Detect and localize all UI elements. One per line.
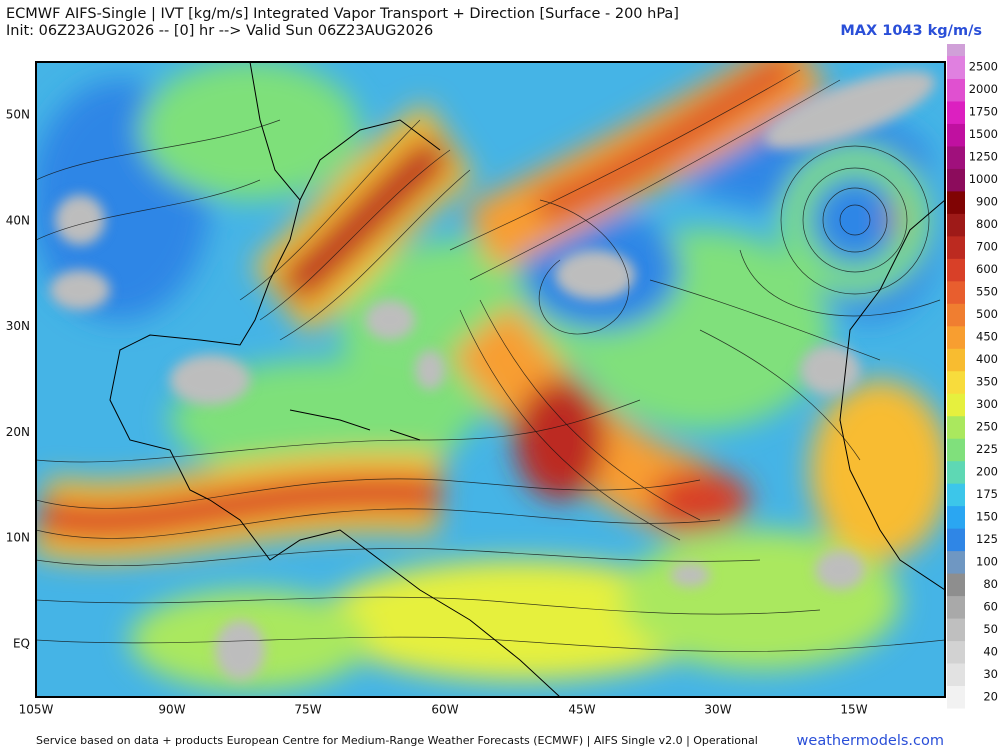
colorbar-label: 1500	[969, 127, 998, 141]
colorbar-label: 50	[983, 622, 998, 636]
colorbar-band	[947, 78, 965, 102]
longitude-label: 30W	[704, 703, 731, 717]
latitude-label: 10N	[6, 531, 30, 545]
colorbar-band	[947, 415, 965, 439]
colorbar-band	[947, 123, 965, 147]
longitude-label: 45W	[568, 703, 595, 717]
max-label: MAX 1043 kg/m/s	[840, 23, 982, 39]
colorbar-label: 600	[976, 262, 998, 276]
colorbar-label: 1750	[969, 105, 998, 119]
colorbar-label: 30	[983, 667, 998, 681]
colorbar-band	[947, 618, 965, 642]
streamlines	[36, 69, 945, 652]
colorbar-label: 150	[976, 509, 998, 523]
longitude-label: 60W	[431, 703, 458, 717]
colorbar-band	[947, 325, 965, 349]
colorbar-label: 40	[983, 644, 998, 658]
colorbar-band	[947, 483, 965, 507]
longitude-label: 75W	[294, 703, 321, 717]
colorbar-band	[947, 370, 965, 394]
colorbar-label: 80	[983, 577, 998, 591]
colorbar-band	[947, 685, 965, 709]
colorbar-label: 1000	[969, 172, 998, 186]
colorbar-label: 800	[976, 217, 998, 231]
colorbar-label: 225	[976, 442, 998, 456]
colorbar-band	[947, 190, 965, 214]
colorbar-label: 500	[976, 307, 998, 321]
colorbar-band	[947, 100, 965, 124]
colorbar-label: 700	[976, 240, 998, 254]
colorbar-band	[947, 56, 965, 79]
colorbar-label: 250	[976, 419, 998, 433]
colorbar-cap	[947, 44, 965, 56]
latitude-label: 50N	[6, 108, 30, 122]
colorbar-band	[947, 640, 965, 664]
latitude-label: 40N	[6, 213, 30, 227]
colorbar-label: 20	[983, 689, 998, 703]
colorbar-label: 450	[976, 330, 998, 344]
coastlines	[109, 62, 945, 697]
colorbar-band	[947, 348, 965, 372]
colorbar-label: 350	[976, 375, 998, 389]
colorbar-band	[947, 303, 965, 327]
colorbar-band	[947, 235, 965, 259]
colorbar-band	[947, 438, 965, 462]
colorbar-label: 200	[976, 464, 998, 478]
colorbar-label: 100	[976, 554, 998, 568]
colorbar-band	[947, 393, 965, 417]
colorbar-band	[947, 213, 965, 237]
colorbar-label: 2000	[969, 82, 998, 96]
colorbar-band	[947, 528, 965, 552]
colorbar-band	[947, 573, 965, 597]
latitude-label: 30N	[6, 319, 30, 333]
colorbar-label: 60	[983, 599, 998, 613]
colorbar-band	[947, 168, 965, 192]
colorbar-label: 300	[976, 397, 998, 411]
longitude-label: 15W	[840, 703, 867, 717]
site-link[interactable]: weathermodels.com	[797, 733, 944, 749]
colorbar-band	[947, 280, 965, 304]
colorbar-band	[947, 460, 965, 484]
colorbar-band	[947, 550, 965, 574]
map-frame	[35, 61, 946, 698]
latitude-label: EQ	[13, 637, 30, 651]
colorbar-band	[947, 258, 965, 282]
colorbar-label: 1250	[969, 150, 998, 164]
subtitle: Init: 06Z23AUG2026 -- [0] hr --> Valid S…	[6, 23, 433, 39]
colorbar-label: 2500	[969, 60, 998, 74]
colorbar-label: 400	[976, 352, 998, 366]
colorbar-band	[947, 505, 965, 529]
latitude-label: 20N	[6, 425, 30, 439]
colorbar-label: 550	[976, 285, 998, 299]
colorbar-band	[947, 663, 965, 687]
title: ECMWF AIFS-Single | IVT [kg/m/s] Integra…	[6, 6, 679, 22]
longitude-label: 90W	[158, 703, 185, 717]
colorbar-label: 900	[976, 195, 998, 209]
source-note: Service based on data + products Europea…	[36, 734, 758, 747]
colorbar-band	[947, 145, 965, 169]
longitude-label: 105W	[19, 703, 54, 717]
colorbar-label: 125	[976, 532, 998, 546]
ivt-field	[36, 62, 945, 697]
colorbar-label: 175	[976, 487, 998, 501]
colorbar-band	[947, 595, 965, 619]
